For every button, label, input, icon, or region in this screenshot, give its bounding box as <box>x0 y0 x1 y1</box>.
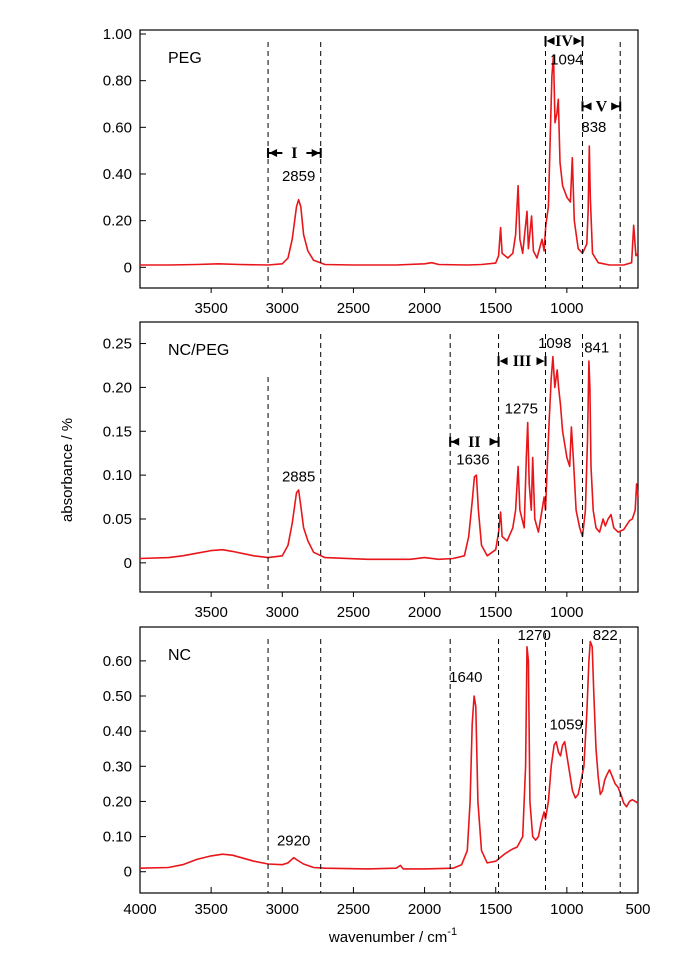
peak-label: 2885 <box>282 468 315 485</box>
peak-label: 822 <box>593 627 618 644</box>
x-axis-title-superscript: -1 <box>447 926 457 938</box>
y-tick-label: 0.80 <box>103 73 132 90</box>
x-axis-title: wavenumber / cm-1 <box>328 926 457 946</box>
y-tick-label: 0 <box>124 259 132 276</box>
x-tick-label: 2500 <box>337 300 370 317</box>
x-tick-label: 4000 <box>123 901 156 918</box>
y-tick-label: 0.15 <box>103 423 132 440</box>
panel-nc-peg: 0.250.200.150.100.050NC/PEGIIIII28851636… <box>103 321 639 593</box>
x-axis-title-text: wavenumber / cm <box>328 929 447 946</box>
x-tick-label: 3500 <box>194 901 227 918</box>
x-axes-layer: 3500 3000 2500 2000 1500 1000 3500 3000 2500 2000… <box>123 288 651 918</box>
panels-layer: 1.00 0.80 0.60 0.40 0.20 0 PEG I IV V 2859 1094 838 0… <box>103 26 639 894</box>
y-tick-label: 0.60 <box>103 653 132 670</box>
peak-label: 2920 <box>277 832 310 849</box>
peak-label: 1059 <box>549 716 582 733</box>
y-tick-label: 0.40 <box>103 723 132 740</box>
peak-label: 841 <box>584 339 609 356</box>
panel-label: PEG <box>168 50 202 67</box>
x-tick-label: 1500 <box>479 300 512 317</box>
region-arrowhead-right <box>611 102 620 111</box>
peak-label: 1094 <box>550 51 583 68</box>
region-arrowhead-left <box>499 357 508 366</box>
y-tick-label: 0.40 <box>103 166 132 183</box>
region-arrowhead-left <box>451 437 460 446</box>
region-arrowhead-right <box>573 37 582 45</box>
region-label: I <box>291 145 297 162</box>
x-tick-label: 3500 <box>194 604 227 621</box>
guide-lines-layer <box>267 42 621 893</box>
region-arrowhead-left <box>583 102 592 111</box>
peak-label: 1270 <box>517 627 550 644</box>
region-label: III <box>513 353 532 370</box>
x-tick-label: 1000 <box>550 604 583 621</box>
region-label: V <box>596 98 608 115</box>
y-tick-label: 0.20 <box>103 379 132 396</box>
region-arrowhead-right <box>489 437 498 446</box>
spectrum-line <box>140 54 639 266</box>
panel-frame <box>139 626 639 894</box>
y-axis-title: absorbance / % <box>59 418 76 522</box>
y-tick-label: 0.10 <box>103 829 132 846</box>
x-tick-label: 1500 <box>479 901 512 918</box>
x-tick-label: 500 <box>625 901 650 918</box>
panel-frame <box>139 321 639 593</box>
x-tick-label: 2000 <box>408 901 441 918</box>
region-arrowhead-left <box>269 149 278 157</box>
x-tick-label: 1000 <box>550 901 583 918</box>
x-tick-label: 2500 <box>337 901 370 918</box>
y-tick-label: 0.50 <box>103 688 132 705</box>
region-marker-IV: IV <box>544 33 584 50</box>
region-marker-II: II <box>449 434 500 451</box>
x-tick-label: 2500 <box>337 604 370 621</box>
peak-label: 2859 <box>282 168 315 185</box>
panel-label: NC/PEG <box>168 342 229 359</box>
panel-peg: 1.00 0.80 0.60 0.40 0.20 0 PEG I IV V 2859 1094 838 <box>103 26 639 289</box>
y-tick-label: 0.30 <box>103 758 132 775</box>
region-marker-I: I <box>267 145 322 162</box>
peak-label: 1636 <box>456 452 489 469</box>
x-tick-label: 1000 <box>550 300 583 317</box>
peak-label: 1098 <box>538 335 571 352</box>
y-tick-label: 0.60 <box>103 119 132 136</box>
y-tick-label: 0 <box>124 864 132 881</box>
region-arrowhead-right <box>311 149 320 157</box>
y-tick-label: 0.05 <box>103 511 132 528</box>
y-tick-label: 0.25 <box>103 336 132 353</box>
panel-nc: 0.60 0.50 0.40 0.30 0.20 0.10 0 NC 2920 1640 1270 1… <box>103 626 639 894</box>
y-tick-label: 0.20 <box>103 213 132 230</box>
region-marker-III: III <box>497 353 547 370</box>
region-label: IV <box>555 33 573 50</box>
x-tick-label: 2000 <box>408 604 441 621</box>
x-tick-label: 1500 <box>479 604 512 621</box>
panel-frame <box>139 29 639 289</box>
x-tick-label: 3000 <box>266 604 299 621</box>
peak-label: 838 <box>581 119 606 136</box>
spectrum-line <box>139 640 639 870</box>
y-tick-label: 0.20 <box>103 793 132 810</box>
spectrum-line <box>139 355 639 561</box>
x-tick-label: 3000 <box>266 300 299 317</box>
region-arrowhead-left <box>546 37 555 45</box>
peak-label: 1275 <box>505 401 538 418</box>
x-tick-label: 3500 <box>194 300 227 317</box>
region-marker-V: V <box>581 98 622 115</box>
y-tick-label: 1.00 <box>103 26 132 43</box>
x-tick-label: 3000 <box>266 901 299 918</box>
region-label: II <box>468 434 480 451</box>
panel-label: NC <box>168 647 191 664</box>
region-arrowhead-right <box>536 357 545 366</box>
y-tick-label: 0.10 <box>103 467 132 484</box>
x-tick-label: 2000 <box>408 300 441 317</box>
peak-label: 1640 <box>449 669 482 686</box>
y-tick-label: 0 <box>124 555 132 572</box>
